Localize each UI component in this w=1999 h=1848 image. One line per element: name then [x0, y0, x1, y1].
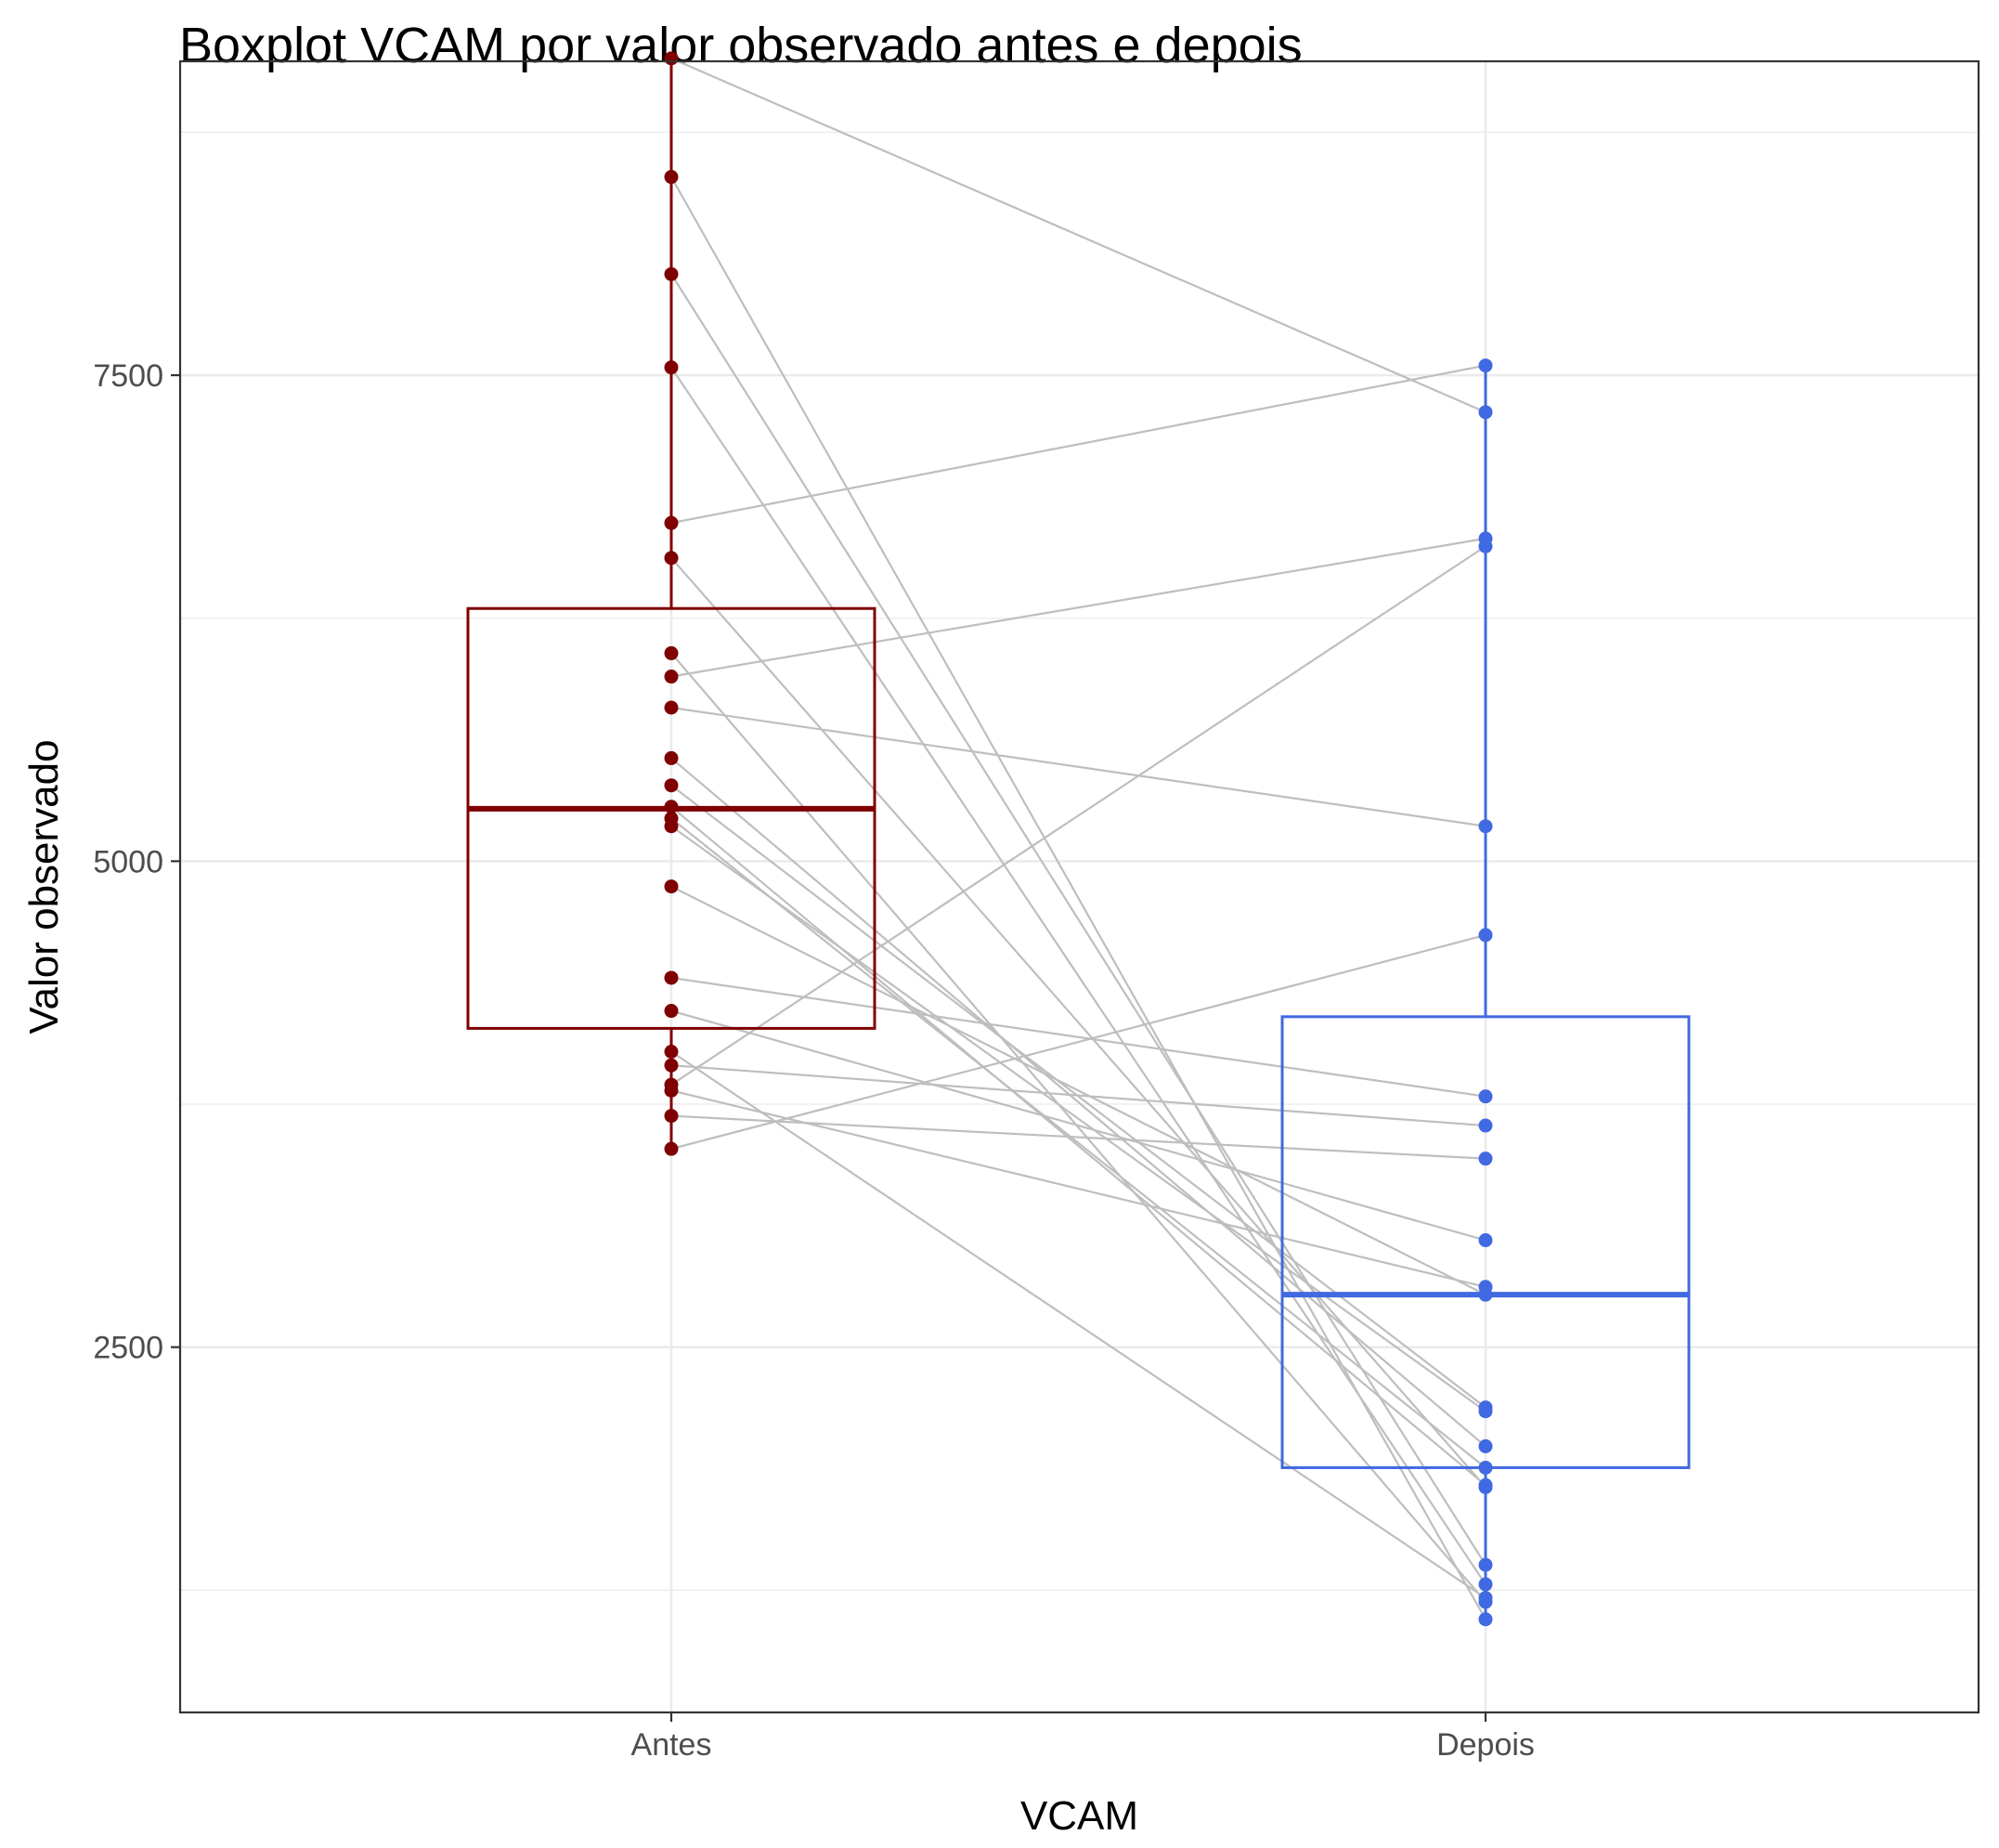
point-antes — [664, 970, 679, 985]
point-antes — [664, 1058, 679, 1073]
point-antes — [664, 360, 679, 375]
point-antes — [664, 778, 679, 793]
point-depois — [1478, 1477, 1493, 1492]
point-depois — [1478, 928, 1493, 943]
point-antes — [664, 750, 679, 765]
y-tick-label: 7500 — [93, 358, 163, 394]
point-antes — [664, 879, 679, 894]
point-antes — [664, 670, 679, 684]
x-tick-label: Depois — [1436, 1727, 1535, 1763]
paired-line — [670, 817, 1486, 1469]
point-antes — [664, 170, 679, 185]
paired-line — [670, 1050, 1486, 1599]
point-depois — [1478, 1280, 1493, 1295]
y-tick-label: 2500 — [93, 1331, 163, 1366]
point-antes — [664, 1083, 679, 1098]
paired-line — [670, 1089, 1486, 1288]
point-depois — [1478, 1591, 1493, 1606]
point-depois — [1478, 1152, 1493, 1166]
point-depois — [1478, 1460, 1493, 1475]
data-points — [664, 51, 1493, 1627]
point-antes — [664, 645, 679, 660]
paired-line — [670, 537, 1486, 678]
paired-line — [670, 933, 1486, 1151]
point-antes — [664, 1141, 679, 1156]
paired-line — [670, 364, 1486, 525]
paired-line — [670, 57, 1486, 413]
axes: 2500 5000 7500 Antes Depois — [93, 358, 1535, 1763]
point-depois — [1478, 1577, 1493, 1592]
x-axis-title: VCAM — [1020, 1793, 1138, 1839]
paired-line — [670, 706, 1486, 827]
point-antes — [664, 1109, 679, 1124]
point-antes — [664, 267, 679, 281]
point-depois — [1478, 539, 1493, 553]
y-axis-title: Valor observado — [21, 739, 67, 1034]
paired-line — [670, 1009, 1486, 1242]
point-depois — [1478, 358, 1493, 373]
paired-line — [670, 1114, 1486, 1160]
paired-line — [670, 1064, 1486, 1127]
point-antes — [664, 515, 679, 530]
gridlines — [180, 61, 1979, 1712]
point-antes — [664, 551, 679, 566]
point-antes — [664, 51, 679, 66]
point-antes — [664, 700, 679, 715]
point-antes — [664, 1045, 679, 1060]
point-antes — [664, 1004, 679, 1019]
point-antes — [664, 800, 679, 814]
paired-line — [670, 652, 1486, 1603]
point-depois — [1478, 1612, 1493, 1627]
point-depois — [1478, 1118, 1493, 1133]
point-depois — [1478, 819, 1493, 834]
paired-line — [670, 805, 1486, 1487]
paired-line — [670, 976, 1486, 1098]
paired-line — [670, 885, 1486, 1296]
point-depois — [1478, 405, 1493, 420]
y-tick-label: 5000 — [93, 844, 163, 879]
paired-line — [670, 176, 1486, 1620]
point-depois — [1478, 1089, 1493, 1104]
point-depois — [1478, 1557, 1493, 1572]
chart-title: Boxplot VCAM por valor observado antes e… — [179, 18, 1303, 73]
box-antes — [466, 606, 876, 1030]
point-depois — [1478, 1404, 1493, 1419]
x-tick-label: Antes — [631, 1727, 712, 1763]
paired-line — [670, 545, 1486, 1087]
paired-line — [670, 757, 1486, 1448]
point-depois — [1478, 1438, 1493, 1453]
paired-line — [670, 367, 1486, 1585]
paired-lines — [670, 57, 1486, 1620]
boxes — [466, 58, 1691, 1621]
paired-line — [670, 825, 1486, 1412]
point-depois — [1478, 1233, 1493, 1248]
panel-border — [178, 59, 1980, 1714]
paired-line — [670, 273, 1486, 1566]
point-antes — [664, 819, 679, 834]
